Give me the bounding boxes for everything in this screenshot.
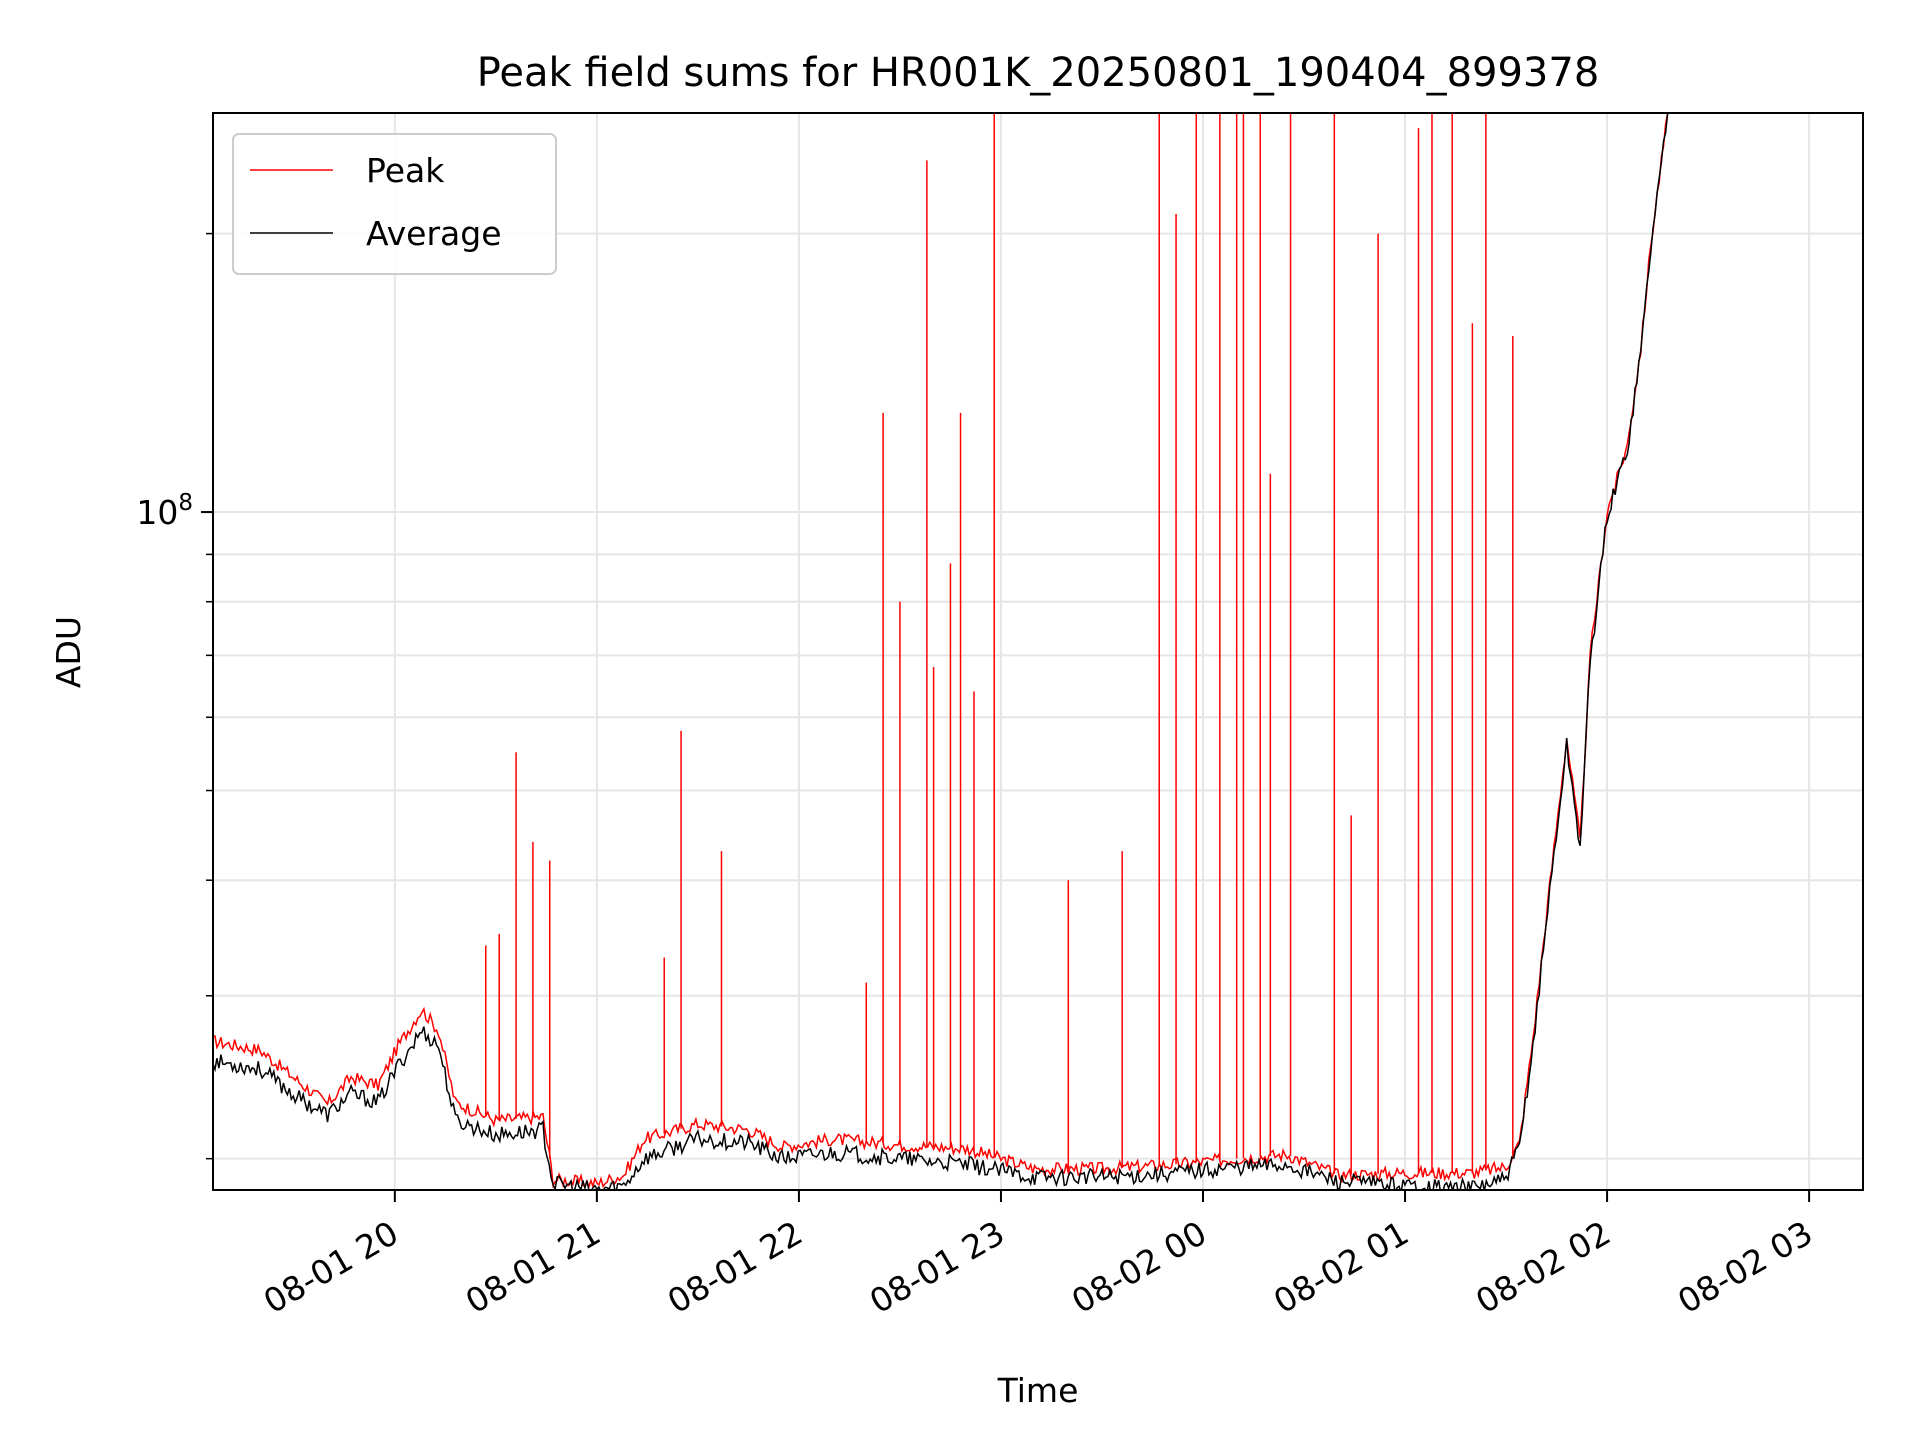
x-tick-label: 08-01 21 xyxy=(459,1213,607,1321)
y-axis-ticks: 108 xyxy=(136,232,213,1160)
series-line-peak xyxy=(213,113,1669,1190)
series-line-average xyxy=(213,113,1669,1190)
peak-spikes xyxy=(485,113,1514,1175)
legend: Peak Average xyxy=(232,133,557,275)
legend-box xyxy=(232,133,557,275)
y-axis-label: ADU xyxy=(49,616,88,688)
gridlines xyxy=(213,113,1863,1190)
x-axis-label: Time xyxy=(997,1371,1079,1410)
x-tick-label: 08-02 03 xyxy=(1671,1213,1819,1321)
legend-label-average: Average xyxy=(366,214,502,253)
legend-label-peak: Peak xyxy=(366,151,445,190)
x-tick-label: 08-02 01 xyxy=(1267,1213,1415,1321)
x-tick-label: 08-02 00 xyxy=(1065,1213,1213,1321)
x-tick-label: 08-01 20 xyxy=(257,1213,405,1321)
plot-area xyxy=(213,113,1669,1190)
y-tick-label: 108 xyxy=(136,490,193,532)
axes-frame xyxy=(212,112,1864,1191)
chart-title: Peak field sums for HR001K_20250801_1904… xyxy=(477,50,1600,96)
x-tick-label: 08-01 23 xyxy=(863,1213,1011,1321)
x-tick-label: 08-02 02 xyxy=(1469,1213,1617,1321)
x-tick-label: 08-01 22 xyxy=(661,1213,809,1321)
x-axis-ticks: 08-01 20 08-01 21 08-01 22 08-01 23 08-02 00… xyxy=(257,1190,1819,1321)
